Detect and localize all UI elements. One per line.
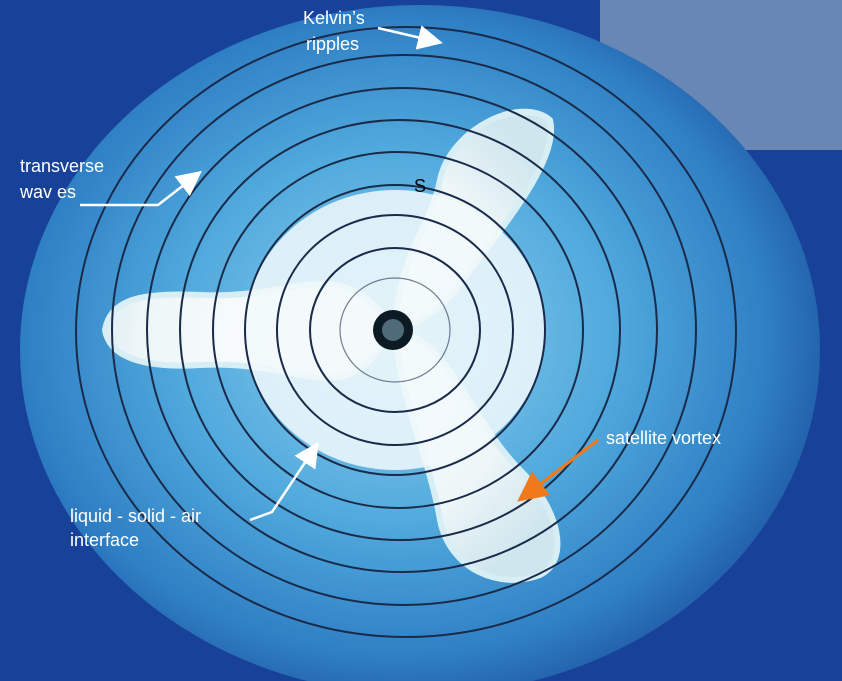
label-interface: liquid - solid - air — [70, 506, 201, 526]
arrow — [249, 441, 319, 522]
ring — [111, 54, 697, 606]
label-interface: interface — [70, 530, 139, 550]
ring — [339, 277, 451, 383]
arrow — [80, 170, 202, 207]
ring — [244, 184, 546, 476]
ring — [309, 247, 481, 413]
label-s: S — [414, 176, 426, 196]
label-transverse: wav es — [19, 182, 76, 202]
hub-center — [382, 319, 404, 341]
label-kelvin: Kelvin’s — [303, 8, 365, 28]
label-satellite: satellite vortex — [606, 428, 721, 448]
label-transverse: transverse — [20, 156, 104, 176]
concentric-rings — [75, 26, 737, 638]
ring — [212, 151, 584, 509]
label-kelvin: ripples — [306, 34, 359, 54]
arrow — [517, 438, 599, 502]
ring — [179, 119, 621, 541]
arrow — [377, 25, 443, 50]
ring — [75, 26, 737, 638]
ring — [276, 214, 514, 446]
ring — [146, 87, 658, 573]
